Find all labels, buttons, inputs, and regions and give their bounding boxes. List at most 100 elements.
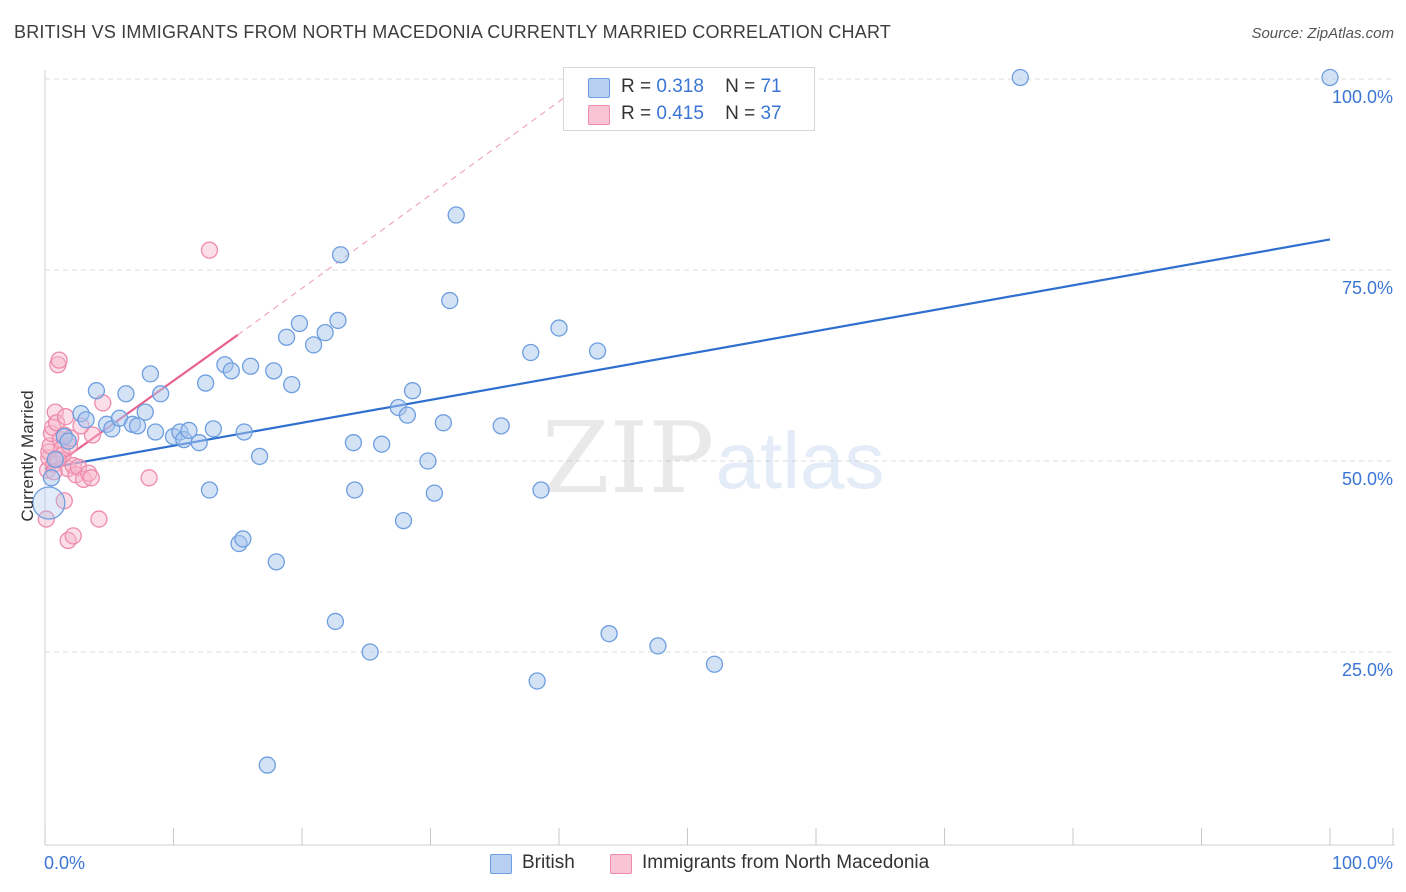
british-point [250,447,269,466]
british-point [403,382,422,400]
british-points [32,68,1339,774]
british-point [200,481,219,499]
british-point [373,435,391,453]
macedonia-point [64,527,82,545]
x-tick-label-max: 100.0% [1332,853,1393,873]
british-point [441,291,459,310]
british-point [304,336,323,354]
x-tick-label-min: 0.0% [44,853,85,873]
legend-n-value-macedonia: 37 [760,103,782,124]
y-tick-label: 25.0% [1342,660,1393,680]
british-point [196,374,215,392]
macedonia-legend-label: Immigrants from North Macedonia [642,852,930,873]
correlation-legend: R = 0.318 N = 71 R = 0.415 N = 37 [563,67,815,131]
british-point [141,365,160,383]
british-point [344,434,363,452]
macedonia-point [83,426,102,444]
british-point [117,385,135,403]
british-point [283,375,301,394]
british-point [32,486,66,520]
legend-r-value-macedonia: 0.415 [656,103,704,124]
british-point [258,756,276,774]
british-point [419,452,437,470]
british-point [600,625,618,643]
british-point [331,246,350,264]
british-point [532,481,550,499]
legend-n-label: N = [725,103,756,124]
british-point [316,323,334,342]
british-point [265,362,283,380]
watermark: ZIP atlas [542,402,885,516]
british-point [146,423,165,441]
british-point [290,314,309,333]
legend-r-value-british: 0.318 [656,76,704,97]
macedonia-point [80,464,98,482]
british-point [361,643,379,661]
chart-title: BRITISH VS IMMIGRANTS FROM NORTH MACEDON… [14,22,892,42]
british-point [425,484,444,502]
macedonia-point [90,510,108,528]
british-point [267,553,285,571]
macedonia-point [59,531,77,550]
british-point [204,420,222,438]
watermark-zip: ZIP [542,402,715,516]
legend-n-value-british: 71 [760,76,782,97]
legend-swatch-macedonia [588,105,610,125]
legend-n-label: N = [725,76,756,97]
british-point [492,417,510,435]
british-legend-label: British [522,852,575,873]
british-point [59,432,77,450]
british-point [1321,68,1339,87]
british-point [434,414,453,432]
british-point [522,343,540,362]
legend-r-label: R = [621,103,652,124]
macedonia-point [50,351,68,369]
british-point [394,511,413,530]
british-point [550,319,568,337]
macedonia-point [56,408,75,426]
series-legend: British Immigrants from North Macedonia [0,852,1406,878]
y-tick-label: 75.0% [1342,278,1393,298]
macedonia-point [200,241,219,259]
british-point [649,637,667,655]
british-point [528,672,546,690]
macedonia-point [140,469,158,487]
british-point [42,469,61,487]
british-point [326,612,345,631]
british-point [277,328,296,346]
y-tick-label: 50.0% [1342,469,1393,489]
british-point [398,406,417,424]
british-point [87,382,106,400]
macedonia-swatch [610,854,632,874]
british-point [234,530,252,548]
legend-swatch-british [588,78,610,98]
british-point [46,450,64,469]
source-label: Source: ZipAtlas.com [1251,25,1394,42]
macedonia-point [82,469,100,487]
british-point [1011,68,1029,87]
y-axis-label: Currently Married [18,390,37,522]
british-swatch [490,854,512,874]
legend-r-label: R = [621,76,652,97]
british-point [222,362,240,380]
british-point [447,206,465,224]
macedonia-trend-extension [237,82,586,336]
british-point [77,411,95,429]
british-point [588,342,607,360]
british-point [128,417,147,435]
british-point [151,385,170,403]
macedonia-point [47,414,66,432]
british-point [190,434,208,452]
watermark-atlas: atlas [716,416,885,505]
british-point [705,655,724,673]
tick-labels: 25.0% 50.0% 75.0% 100.0% 0.0% 100.0% [44,87,1393,873]
grid-lines [45,78,1395,653]
british-point [241,357,260,375]
british-point [235,423,253,441]
y-tick-label: 100.0% [1332,87,1393,107]
axes [44,70,1395,846]
british-point [136,403,154,421]
british-trend-line [44,238,1331,470]
british-point [180,421,198,440]
